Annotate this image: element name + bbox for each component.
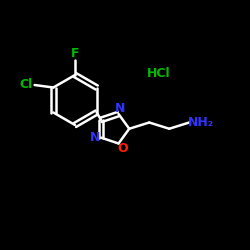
Text: NH₂: NH₂ — [188, 116, 214, 129]
Text: F: F — [71, 47, 79, 60]
Text: O: O — [117, 142, 128, 156]
Text: N: N — [90, 131, 101, 144]
Text: Cl: Cl — [19, 78, 32, 92]
Text: N: N — [114, 102, 125, 115]
Text: HCl: HCl — [147, 67, 171, 80]
